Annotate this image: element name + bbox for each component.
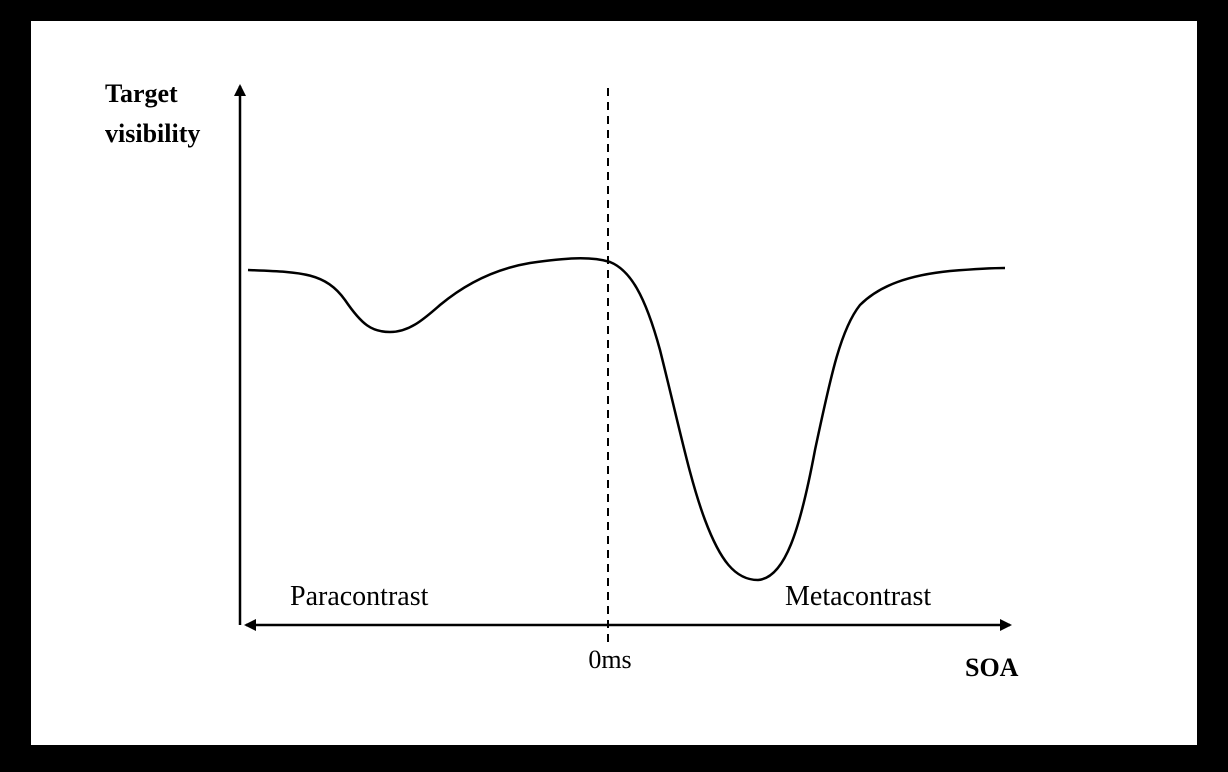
region-label: Paracontrast — [290, 581, 429, 612]
y-axis-label: visibility — [105, 119, 200, 148]
visibility-curve — [247, 257, 1006, 582]
y-axis-label: Target — [105, 79, 178, 108]
panel — [29, 19, 1199, 747]
x-axis-label: SOA — [965, 653, 1019, 682]
region-label: Metacontrast — [785, 581, 931, 612]
origin-label: 0ms — [588, 645, 631, 674]
